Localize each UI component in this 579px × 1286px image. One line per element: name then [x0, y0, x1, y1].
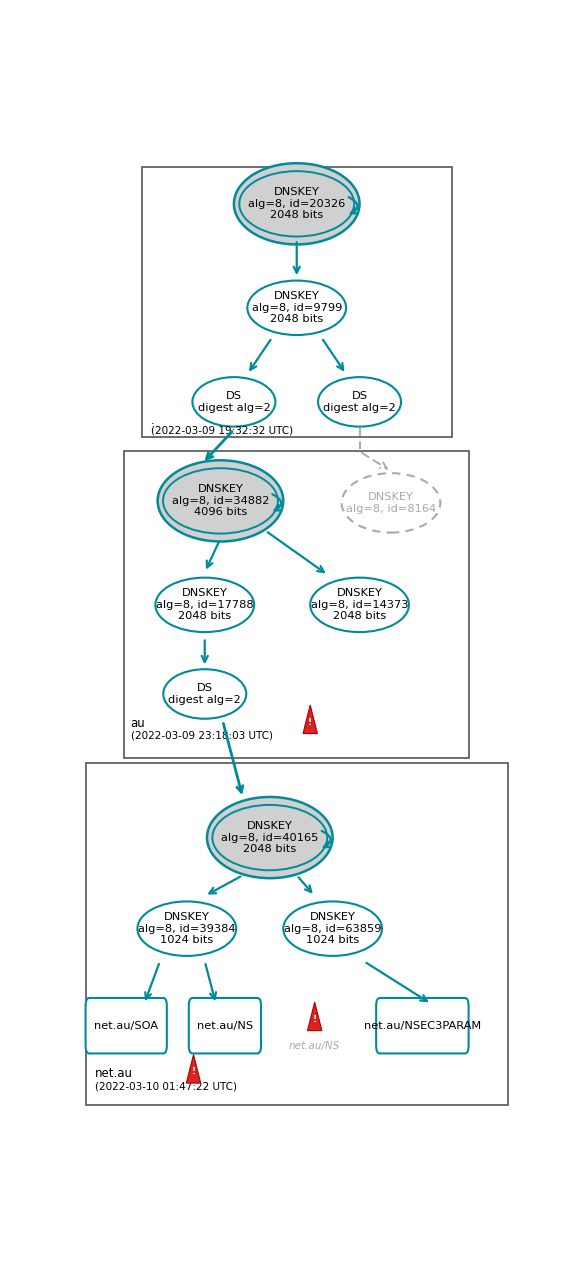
Text: DNSKEY
alg=8, id=8164: DNSKEY alg=8, id=8164 [346, 493, 436, 513]
FancyArrowPatch shape [210, 877, 240, 894]
Text: net.au/SOA: net.au/SOA [94, 1021, 158, 1030]
Text: DNSKEY
alg=8, id=20326
2048 bits: DNSKEY alg=8, id=20326 2048 bits [248, 188, 345, 220]
Polygon shape [303, 705, 317, 733]
Ellipse shape [283, 901, 382, 955]
Text: .: . [151, 414, 155, 427]
FancyArrowPatch shape [349, 197, 358, 213]
Ellipse shape [192, 377, 276, 427]
FancyArrowPatch shape [223, 724, 243, 792]
Text: DS
digest alg=2: DS digest alg=2 [323, 391, 396, 413]
FancyArrowPatch shape [207, 432, 232, 459]
Ellipse shape [318, 377, 401, 427]
Text: DNSKEY
alg=8, id=17788
2048 bits: DNSKEY alg=8, id=17788 2048 bits [156, 588, 254, 621]
Text: (2022-03-09 23:18:03 UTC): (2022-03-09 23:18:03 UTC) [131, 730, 273, 741]
Ellipse shape [157, 460, 283, 541]
FancyArrowPatch shape [367, 963, 427, 1001]
Ellipse shape [310, 577, 409, 633]
Ellipse shape [163, 669, 246, 719]
FancyArrowPatch shape [294, 242, 300, 273]
FancyArrowPatch shape [362, 453, 387, 468]
Bar [142, 167, 452, 436]
Ellipse shape [137, 901, 236, 955]
Text: (2022-03-09 19:32:32 UTC): (2022-03-09 19:32:32 UTC) [151, 426, 293, 436]
Text: net.au/NS: net.au/NS [289, 1040, 340, 1051]
Text: !: ! [313, 1015, 317, 1024]
Text: !: ! [308, 718, 312, 727]
FancyArrowPatch shape [145, 964, 159, 999]
Text: (2022-03-10 01:47:22 UTC): (2022-03-10 01:47:22 UTC) [95, 1082, 237, 1091]
Text: DNSKEY
alg=8, id=40165
2048 bits: DNSKEY alg=8, id=40165 2048 bits [221, 820, 318, 854]
Polygon shape [186, 1055, 201, 1083]
Polygon shape [307, 1002, 322, 1030]
Ellipse shape [247, 280, 346, 336]
Text: DNSKEY
alg=8, id=34882
4096 bits: DNSKEY alg=8, id=34882 4096 bits [172, 485, 269, 517]
Text: DS
digest alg=2: DS digest alg=2 [197, 391, 270, 413]
Text: !: ! [192, 1067, 196, 1076]
FancyArrowPatch shape [250, 340, 270, 370]
FancyArrowPatch shape [322, 831, 331, 847]
Text: net.au: net.au [95, 1067, 133, 1080]
Text: au: au [131, 716, 145, 729]
FancyArrowPatch shape [267, 532, 324, 572]
FancyArrowPatch shape [207, 541, 219, 567]
Text: net.au/NS: net.au/NS [197, 1021, 253, 1030]
FancyArrowPatch shape [206, 964, 216, 999]
Ellipse shape [342, 473, 441, 532]
Ellipse shape [207, 797, 332, 878]
Bar [86, 764, 508, 1105]
FancyBboxPatch shape [86, 998, 167, 1053]
Text: DNSKEY
alg=8, id=39384
1024 bits: DNSKEY alg=8, id=39384 1024 bits [138, 912, 236, 945]
FancyArrowPatch shape [201, 640, 208, 662]
Text: DS
digest alg=2: DS digest alg=2 [168, 683, 241, 705]
Text: DNSKEY
alg=8, id=63859
1024 bits: DNSKEY alg=8, id=63859 1024 bits [284, 912, 382, 945]
Text: DNSKEY
alg=8, id=14373
2048 bits: DNSKEY alg=8, id=14373 2048 bits [311, 588, 408, 621]
FancyArrowPatch shape [299, 877, 312, 892]
Bar [124, 451, 470, 759]
Text: DNSKEY
alg=8, id=9799
2048 bits: DNSKEY alg=8, id=9799 2048 bits [251, 291, 342, 324]
FancyBboxPatch shape [189, 998, 261, 1053]
FancyArrowPatch shape [323, 340, 343, 370]
FancyArrowPatch shape [272, 494, 281, 511]
Ellipse shape [155, 577, 254, 633]
Ellipse shape [234, 163, 360, 244]
Text: net.au/NSEC3PARAM: net.au/NSEC3PARAM [364, 1021, 481, 1030]
FancyBboxPatch shape [376, 998, 468, 1053]
